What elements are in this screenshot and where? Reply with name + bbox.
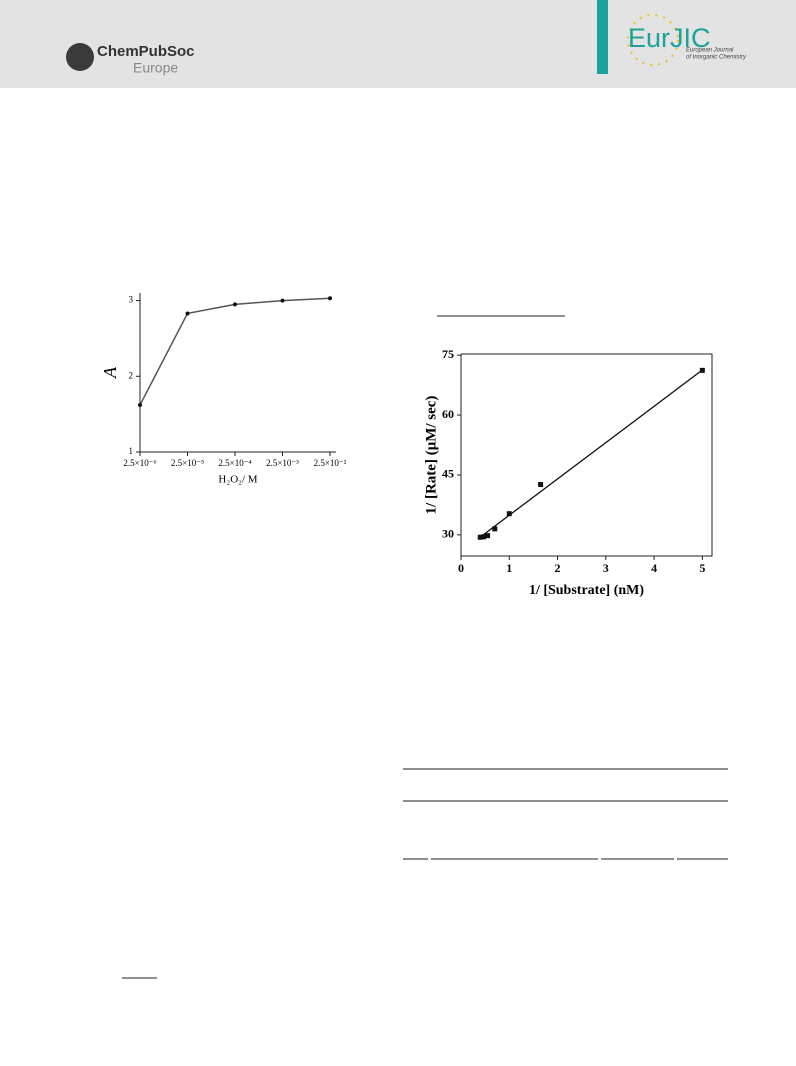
data-point [233,302,237,307]
y-axis-label: A [100,366,120,379]
axis [460,353,713,557]
data-point [280,298,285,303]
x-tick-label: 2.5×10⁻³ [266,458,299,468]
y-tick-label: 75 [442,347,454,361]
data-point [538,482,544,488]
x-tick-label: 2 [555,561,561,575]
x-tick-label: 1 [506,561,512,575]
x-tick-label: 0 [458,561,464,575]
header-bar [597,0,608,74]
data-point [185,311,190,316]
x-tick-label: 2.5×10⁻⁵ [171,458,204,468]
x-tick-label: 3 [603,561,609,575]
x-axis-label: H₂O₂/ M [218,474,257,486]
data-point [481,534,487,540]
right-logo-sub: of Inorganic Chemistry [686,55,747,61]
data-point [485,533,491,539]
data-line [139,297,331,406]
right-logo: EurJIC [628,23,711,53]
fit-line [477,369,703,540]
stars [627,14,679,66]
y-tick-label: 60 [442,407,454,421]
data-point [492,526,498,532]
data-point [328,296,332,301]
y-tick-label: 2 [129,370,134,380]
x-tick-label: 2.5×10⁻⁶ [123,458,156,468]
y-tick-label: 3 [129,295,134,305]
right-logo-sub: European Journal [686,48,734,54]
data-point [138,403,142,408]
left-logo: ChemPubSoc [97,43,195,60]
data-point [477,534,483,540]
axis [139,293,336,453]
x-axis-label: 1/ [Substrate] (nM) [529,583,644,598]
x-tick-label: 2.5×10⁻⁴ [218,458,251,468]
y-tick-label: 1 [129,446,134,456]
x-tick-label: 5 [699,561,705,575]
x-tick-label: 2.5×10⁻² [314,458,347,468]
y-tick-label: 45 [442,467,454,481]
left-logo-sub: Europe [133,60,178,76]
y-tick-label: 30 [442,527,454,541]
y-axis-label: 1/ [Rate] (μM/ sec) [423,396,439,515]
header-band [0,0,796,88]
x-tick-label: 4 [651,561,657,575]
left-logo-icon [66,43,94,71]
data-point [699,367,705,373]
data-point [506,511,512,517]
